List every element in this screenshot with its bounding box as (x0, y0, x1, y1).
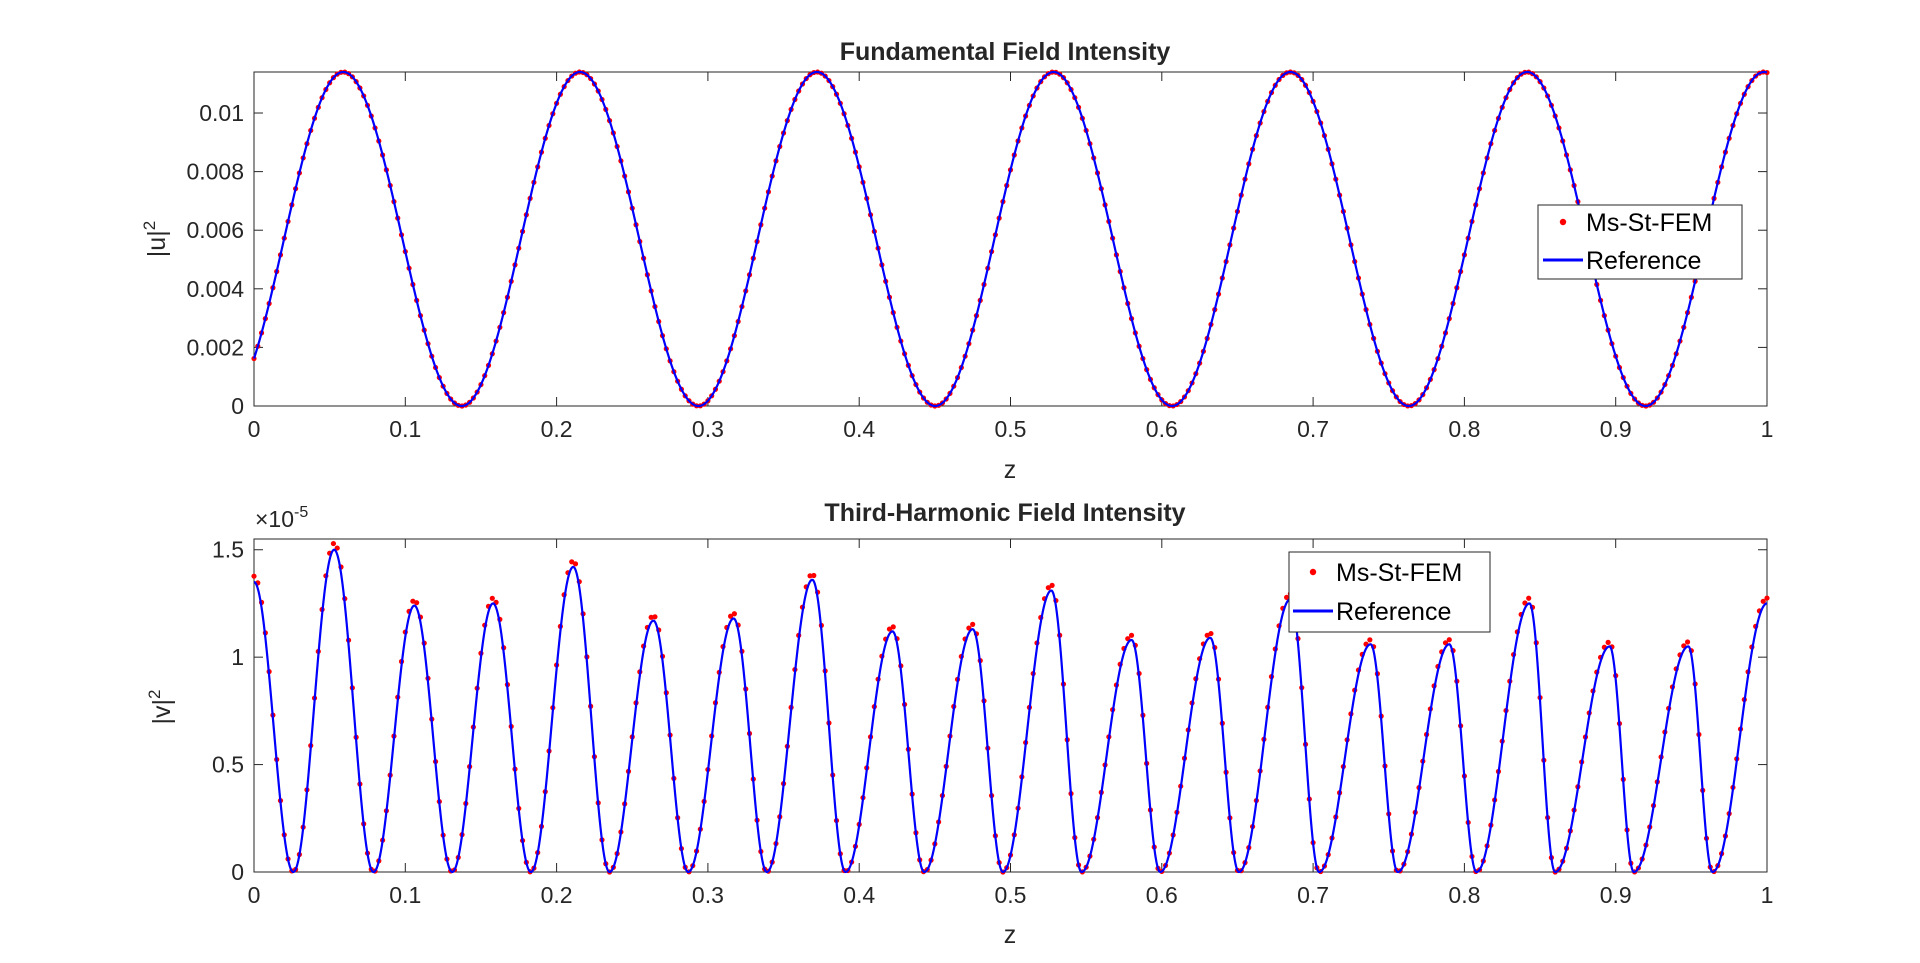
x-tick-label: 1 (1761, 416, 1774, 442)
axes-third-harmonic: Third-Harmonic Field Intensity ×10-5 0 0.… (145, 499, 1773, 949)
legend-marker-ms-st-fem (1309, 568, 1317, 576)
data-point (1605, 639, 1611, 645)
legend-box (1537, 204, 1743, 280)
y-tick-label: 0 (231, 859, 244, 885)
series-reference-line (253, 548, 1768, 874)
chart-title: Third-Harmonic Field Intensity (824, 499, 1185, 527)
x-tick-label: 0.2 (541, 882, 573, 908)
x-tick-label: 0.1 (389, 882, 421, 908)
y-tick-label: 0 (231, 393, 244, 419)
x-tick-label: 0.2 (541, 416, 573, 442)
y-axis-label: |v|2 (145, 690, 176, 725)
data-point (886, 626, 893, 632)
x-tick-label: 0.5 (995, 882, 1027, 908)
y-tick-label: 0.01 (199, 100, 244, 126)
series-reference-line (252, 70, 1768, 408)
legend-box (1288, 551, 1491, 633)
x-tick-label: 0.9 (1600, 882, 1632, 908)
y-tick-label: 0.004 (186, 276, 244, 302)
data-point (728, 613, 734, 619)
chart-title: Fundamental Field Intensity (840, 38, 1171, 66)
data-point (1760, 598, 1766, 604)
x-tick-label: 0.3 (692, 416, 724, 442)
x-tick-label: 0.6 (1146, 882, 1178, 908)
x-tick-label: 0.3 (692, 882, 724, 908)
x-tick-label: 0.4 (843, 416, 875, 442)
data-point (648, 614, 654, 620)
x-tick-label: 0.7 (1297, 416, 1329, 442)
data-point (1045, 585, 1051, 591)
data-point (251, 573, 257, 579)
x-axis-label: z (1004, 921, 1017, 949)
y-tick-label: 0.5 (212, 752, 244, 778)
data-point (807, 573, 813, 579)
legend-label-reference: Reference (1336, 598, 1451, 626)
x-tick-label: 0.9 (1600, 416, 1632, 442)
data-point (1049, 582, 1055, 588)
data-point (1367, 637, 1373, 643)
data-point (890, 624, 896, 630)
x-tick-label: 0.5 (995, 416, 1027, 442)
data-point (970, 621, 976, 627)
legend: Ms-St-FEM Reference (1288, 551, 1491, 633)
data-point (731, 611, 737, 617)
x-tick-label: 0.8 (1448, 416, 1480, 442)
y-tick-label: 0.006 (186, 217, 244, 243)
data-point (1128, 632, 1135, 638)
x-tick-label: 0.6 (1146, 416, 1178, 442)
x-tick-label: 0.7 (1297, 882, 1329, 908)
axes-box (253, 71, 1768, 407)
data-point (330, 540, 337, 547)
x-tick-label: 0.1 (389, 416, 421, 442)
legend-marker-ms-st-fem (1559, 218, 1567, 226)
data-point (334, 545, 340, 551)
x-tick-label: 0.8 (1448, 882, 1480, 908)
data-point (489, 595, 495, 601)
data-point (414, 600, 420, 606)
legend-label-reference: Reference (1586, 247, 1701, 275)
x-tick-label: 0.4 (843, 882, 875, 908)
axes-fundamental: Fundamental Field Intensity 0 0.1 0.2 0.3 0.… (140, 38, 1773, 484)
y-tick-label: 1.5 (212, 537, 244, 563)
data-point (1526, 595, 1532, 601)
data-point (811, 572, 817, 579)
data-point (1446, 637, 1452, 643)
x-tick-label: 1 (1761, 882, 1774, 908)
data-point (1764, 595, 1770, 601)
y-tick-label: 1 (231, 644, 244, 670)
legend-label-ms-st-fem: Ms-St-FEM (1586, 209, 1712, 237)
y-axis-label: |u|2 (140, 221, 171, 257)
data-point (1684, 639, 1691, 645)
y-tick-label: 0.008 (186, 159, 244, 185)
data-point (1284, 594, 1290, 600)
x-axis-label: z (1004, 456, 1017, 484)
y-axis-multiplier: ×10-5 (255, 504, 308, 532)
x-tick-label: 0 (248, 416, 261, 442)
x-tick-label: 0 (248, 882, 261, 908)
y-tick-label: 0.002 (186, 334, 244, 360)
data-point (1208, 630, 1214, 637)
legend: Ms-St-FEM Reference (1537, 204, 1743, 280)
data-point (652, 614, 658, 620)
legend-label-ms-st-fem: Ms-St-FEM (1336, 559, 1462, 587)
data-point (572, 561, 579, 567)
